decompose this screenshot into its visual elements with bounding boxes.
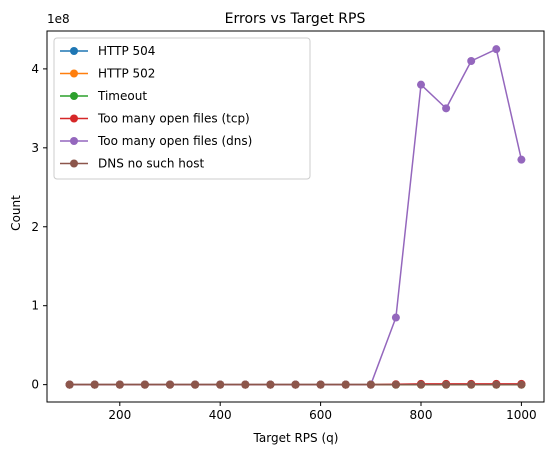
- chart-title: Errors vs Target RPS: [225, 11, 366, 27]
- x-tick-label: 800: [410, 408, 433, 422]
- data-point: [366, 380, 375, 389]
- legend-label: Too many open files (tcp): [97, 112, 250, 126]
- x-tick-label: 200: [108, 408, 131, 422]
- legend-marker: [70, 69, 78, 78]
- legend-marker: [70, 159, 78, 168]
- data-point: [417, 380, 426, 389]
- legend-label: Too many open files (dns): [97, 134, 252, 148]
- data-point: [65, 380, 74, 389]
- data-point: [492, 380, 501, 389]
- data-point: [517, 155, 526, 164]
- y-axis-label: Count: [9, 195, 23, 231]
- x-tick-label: 1000: [506, 408, 537, 422]
- data-point: [316, 380, 325, 389]
- data-point: [216, 380, 225, 389]
- legend-box: [53, 37, 311, 180]
- data-point: [165, 380, 174, 389]
- axes-ticks: 200 400 600 800 1000 0 1 2 3 4: [31, 62, 536, 422]
- data-point: [467, 56, 476, 65]
- data-point: [442, 104, 451, 113]
- legend-item: HTTP 502: [60, 67, 155, 81]
- plot-area: [65, 45, 526, 389]
- data-point: [90, 380, 99, 389]
- data-point: [115, 380, 124, 389]
- legend-item: Timeout: [60, 89, 147, 103]
- legend-item: DNS no such host: [60, 157, 204, 171]
- plot-frame: [46, 30, 545, 403]
- legend-label: HTTP 504: [98, 44, 155, 58]
- data-point: [291, 380, 300, 389]
- data-point: [241, 380, 250, 389]
- legend-item: Too many open files (tcp): [60, 112, 250, 126]
- data-point: [140, 380, 149, 389]
- y-tick-label: 0: [31, 378, 39, 392]
- legend-marker: [70, 137, 78, 145]
- data-point: [417, 80, 426, 89]
- y-tick-label: 1: [31, 299, 39, 313]
- data-point: [191, 380, 200, 389]
- legend-item: HTTP 504: [60, 44, 155, 58]
- legend-label: DNS no such host: [98, 157, 204, 171]
- legend-label: Timeout: [97, 89, 147, 103]
- data-point: [467, 380, 476, 389]
- data-point: [391, 313, 400, 322]
- legend: HTTP 504 HTTP 502 Timeout Too many open fil…: [53, 37, 311, 180]
- y-offset-label: 1e8: [47, 12, 70, 26]
- data-point: [492, 45, 501, 54]
- legend-label: HTTP 502: [98, 67, 155, 81]
- data-point: [341, 380, 350, 389]
- data-point: [517, 380, 526, 389]
- y-tick-label: 2: [31, 220, 39, 234]
- legend-item: Too many open files (dns): [60, 134, 252, 148]
- data-point: [266, 380, 275, 389]
- data-point: [391, 380, 400, 389]
- legend-marker: [70, 92, 78, 100]
- legend-marker: [70, 47, 78, 55]
- x-tick-label: 600: [309, 408, 332, 422]
- legend-marker: [70, 114, 78, 123]
- data-point: [442, 380, 451, 389]
- y-tick-label: 4: [31, 62, 39, 76]
- x-tick-label: 400: [209, 408, 232, 422]
- series-5: [65, 380, 526, 389]
- y-tick-label: 3: [31, 141, 39, 155]
- x-axis-label: Target RPS (q): [253, 431, 339, 445]
